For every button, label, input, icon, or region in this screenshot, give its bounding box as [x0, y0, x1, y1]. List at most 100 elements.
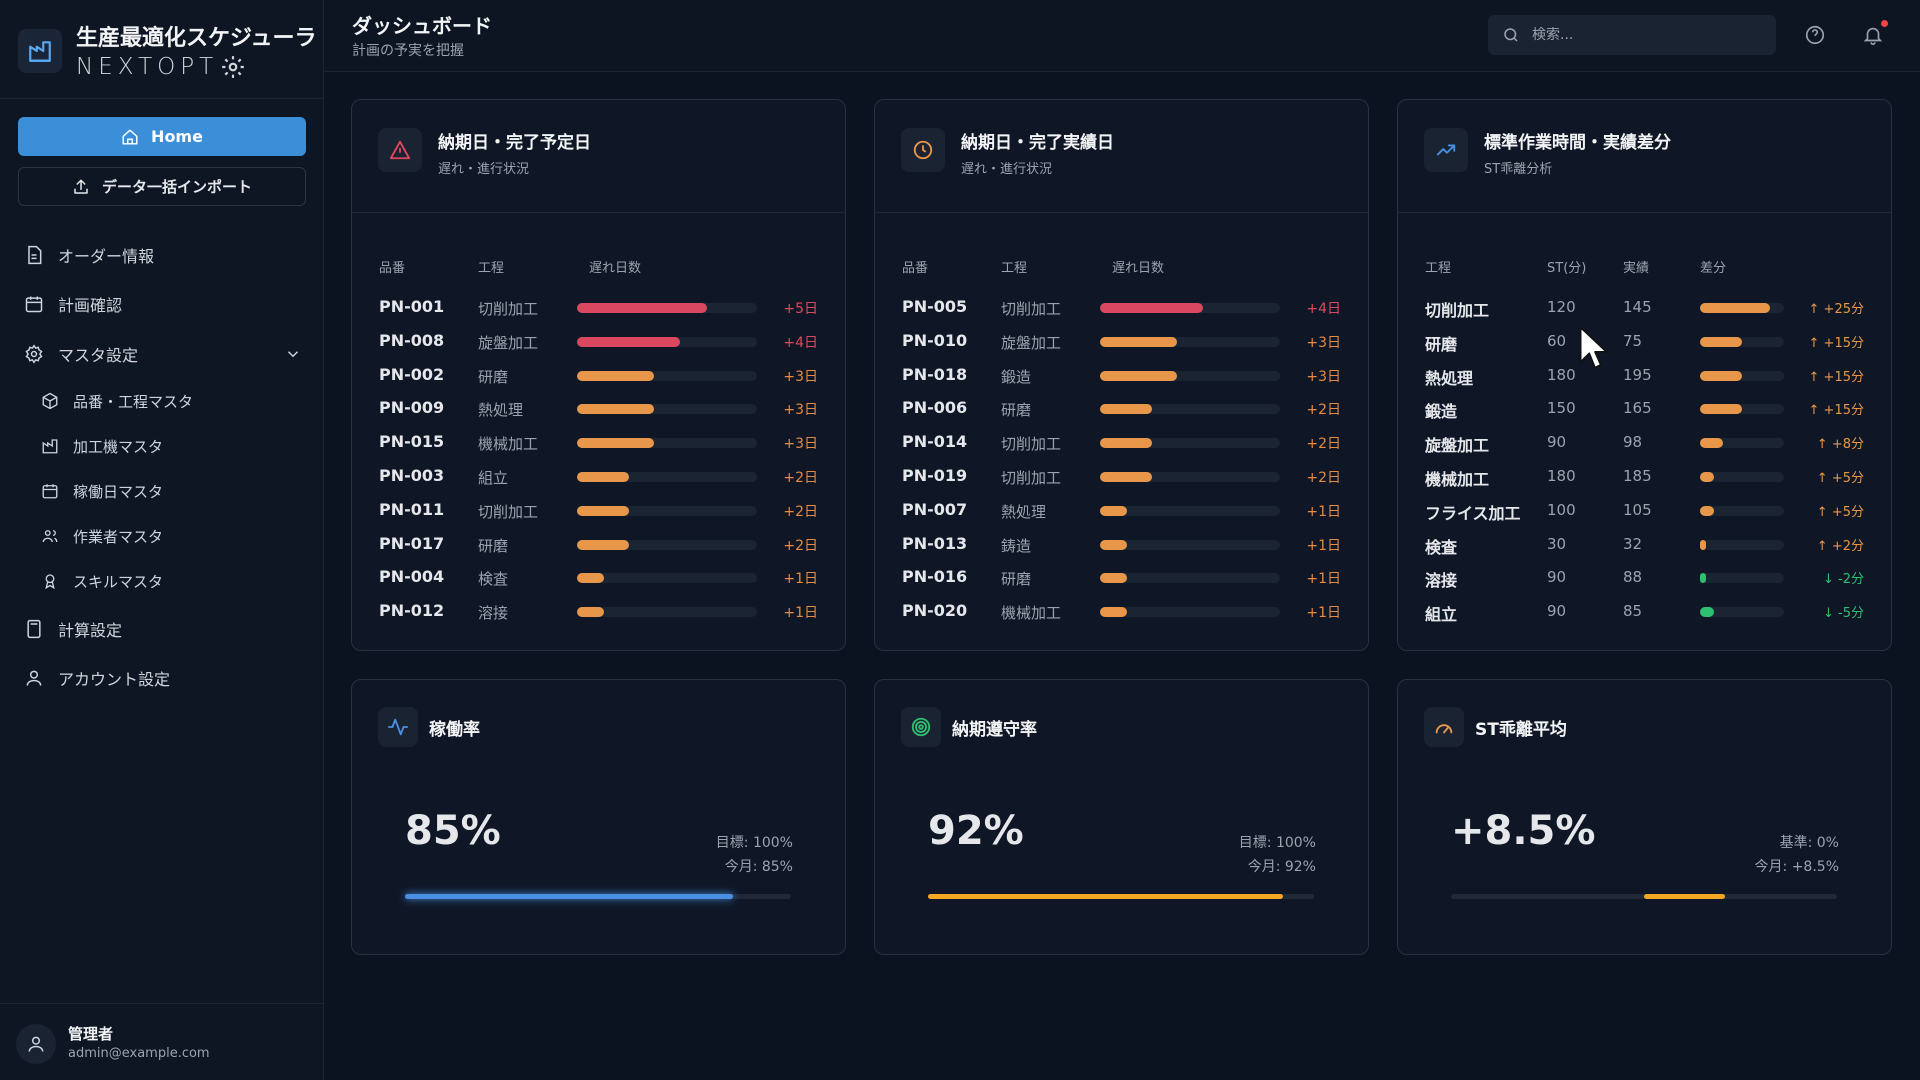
st-minutes: 90	[1547, 568, 1567, 587]
kpi-title: 稼働率	[429, 720, 480, 740]
table-row[interactable]: PN-009 熱処理 +3日	[352, 396, 845, 420]
table-row[interactable]: PN-010 旋盤加工 +3日	[875, 329, 1368, 353]
table-row[interactable]: 組立 90 85 ↓ -5分	[1398, 599, 1891, 624]
diff-bar	[1700, 404, 1742, 415]
table-row[interactable]: PN-014 切削加工 +2日	[875, 430, 1368, 454]
table-row[interactable]: PN-019 切削加工 +2日	[875, 464, 1368, 488]
nav-sub-worker[interactable]: 作業者マスタ	[41, 524, 163, 548]
gear-logo-icon	[222, 56, 245, 78]
delay-bar	[577, 472, 629, 482]
table-row[interactable]: 鍛造 150 165 ↑ +15分	[1398, 396, 1891, 421]
table-row[interactable]: PN-003 組立 +2日	[352, 464, 845, 488]
import-label: データ一括インポート	[101, 178, 252, 196]
delay-days: +4日	[783, 334, 818, 351]
table-row[interactable]: PN-007 熱処理 +1日	[875, 498, 1368, 522]
table-row[interactable]: フライス加工 100 105 ↑ +5分	[1398, 498, 1891, 523]
progress-fill	[928, 894, 1283, 899]
nav-sub-skill[interactable]: スキルマスタ	[41, 569, 163, 593]
nav-orders[interactable]: オーダー情報	[24, 243, 154, 267]
st-minutes: 120	[1547, 298, 1576, 316]
table-row[interactable]: PN-008 旋盤加工 +4日	[352, 329, 845, 353]
process-name: 機械加工	[1001, 604, 1062, 623]
kpi-meta: 目標: 100% 今月: 92%	[1239, 831, 1316, 879]
delay-bar	[577, 573, 604, 584]
table-row[interactable]: 溶接 90 88 ↓ -2分	[1398, 565, 1891, 590]
part-number: PN-001	[379, 297, 445, 316]
table-row[interactable]: PN-001 切削加工 +5日	[352, 295, 845, 319]
table-row[interactable]: PN-020 機械加工 +1日	[875, 599, 1368, 623]
table-row[interactable]: PN-002 研磨 +3日	[352, 363, 845, 387]
delay-days: +3日	[1306, 368, 1341, 385]
part-number: PN-017	[379, 533, 445, 553]
table-row[interactable]: 検査 30 32 ↑ +2分	[1398, 532, 1891, 557]
delay-days: +1日	[1306, 537, 1341, 554]
delay-bar	[1100, 404, 1152, 415]
calculator-icon	[27, 619, 41, 639]
diff-bar-track	[1700, 505, 1784, 516]
delay-bar-track	[1100, 505, 1280, 516]
process-name: 旋盤加工	[1001, 333, 1062, 352]
table-row[interactable]: 研磨 60 75 ↑ +15分	[1398, 329, 1891, 354]
table-row[interactable]: PN-011 切削加工 +2日	[352, 498, 845, 522]
kpi-meta: 基準: 0% 今月: +8.5%	[1755, 831, 1839, 879]
nav-master[interactable]: マスタ設定	[24, 342, 138, 366]
nav-master-label: マスタ設定	[58, 346, 139, 365]
process-name: 旋盤加工	[1425, 436, 1490, 456]
user-icon	[26, 670, 42, 686]
delay-days: +2日	[1306, 402, 1341, 419]
nav-plan-label: 計画確認	[58, 296, 123, 315]
table-row[interactable]: 切削加工 120 145 ↑ +25分	[1398, 295, 1891, 320]
factory-logo-icon	[18, 29, 62, 73]
nav-sub-worker-label: 作業者マスタ	[73, 527, 164, 546]
delay-bar-track	[1100, 370, 1280, 381]
st-minutes: 180	[1547, 365, 1576, 384]
nav-sub-part-process[interactable]: 品番・工程マスタ	[41, 389, 193, 413]
process-name: 切削加工	[478, 300, 539, 318]
box-icon	[42, 392, 58, 410]
delay-bar	[577, 539, 629, 550]
progress-fill	[405, 894, 733, 899]
home-label: Home	[151, 127, 203, 146]
process-name: 研磨	[1425, 334, 1458, 354]
import-button[interactable]: データ一括インポート	[18, 167, 306, 206]
search-box[interactable]	[1488, 15, 1776, 55]
delay-bar-track	[1100, 404, 1280, 415]
bell-icon[interactable]	[1862, 24, 1884, 46]
nav-plan[interactable]: 計画確認	[24, 292, 122, 316]
search-input[interactable]	[1532, 27, 1752, 43]
table-row[interactable]: PN-016 研磨 +1日	[875, 565, 1368, 589]
nav-sub-workday[interactable]: 稼働日マスタ	[41, 479, 163, 503]
kpi-delivery: 納期遵守率 92% 目標: 100% 今月: 92%	[874, 679, 1369, 955]
home-button[interactable]: Home	[18, 117, 306, 156]
user-name: 管理者	[68, 1025, 114, 1043]
table-row[interactable]: PN-017 研磨 +2日	[352, 532, 845, 556]
table-row[interactable]: PN-015 機械加工 +3日	[352, 430, 845, 454]
nav-sub-machine[interactable]: 加工機マスタ	[41, 434, 163, 458]
divider	[352, 212, 845, 213]
warning-icon	[378, 128, 422, 172]
avatar[interactable]	[16, 1024, 56, 1064]
nav-account[interactable]: アカウント設定	[24, 666, 170, 690]
nav-account-label: アカウント設定	[58, 670, 171, 689]
table-row[interactable]: PN-004 検査 +1日	[352, 565, 845, 589]
delay-bar	[1100, 438, 1152, 449]
delay-bar-track	[577, 472, 757, 482]
nav-sub-machine-label: 加工機マスタ	[73, 437, 164, 456]
delay-bar	[577, 370, 654, 381]
table-row[interactable]: 熱処理 180 195 ↑ +15分	[1398, 363, 1891, 388]
table-row[interactable]: PN-012 溶接 +1日	[352, 599, 845, 623]
nav-calc[interactable]: 計算設定	[24, 617, 122, 641]
table-row[interactable]: PN-013 鋳造 +1日	[875, 532, 1368, 556]
table-row[interactable]: PN-005 切削加工 +4日	[875, 295, 1368, 319]
chevron-down-icon[interactable]	[284, 345, 302, 363]
table-row[interactable]: PN-006 研磨 +2日	[875, 396, 1368, 420]
diff-bar	[1700, 573, 1706, 584]
delay-days: +2日	[783, 537, 818, 554]
actual-minutes: 88	[1623, 568, 1643, 587]
help-icon[interactable]	[1804, 24, 1826, 46]
part-number: PN-014	[902, 432, 968, 452]
delay-bar	[1100, 505, 1127, 516]
table-row[interactable]: PN-018 鍛造 +3日	[875, 363, 1368, 387]
table-row[interactable]: 機械加工 180 185 ↑ +5分	[1398, 464, 1891, 489]
table-row[interactable]: 旋盤加工 90 98 ↑ +8分	[1398, 430, 1891, 456]
